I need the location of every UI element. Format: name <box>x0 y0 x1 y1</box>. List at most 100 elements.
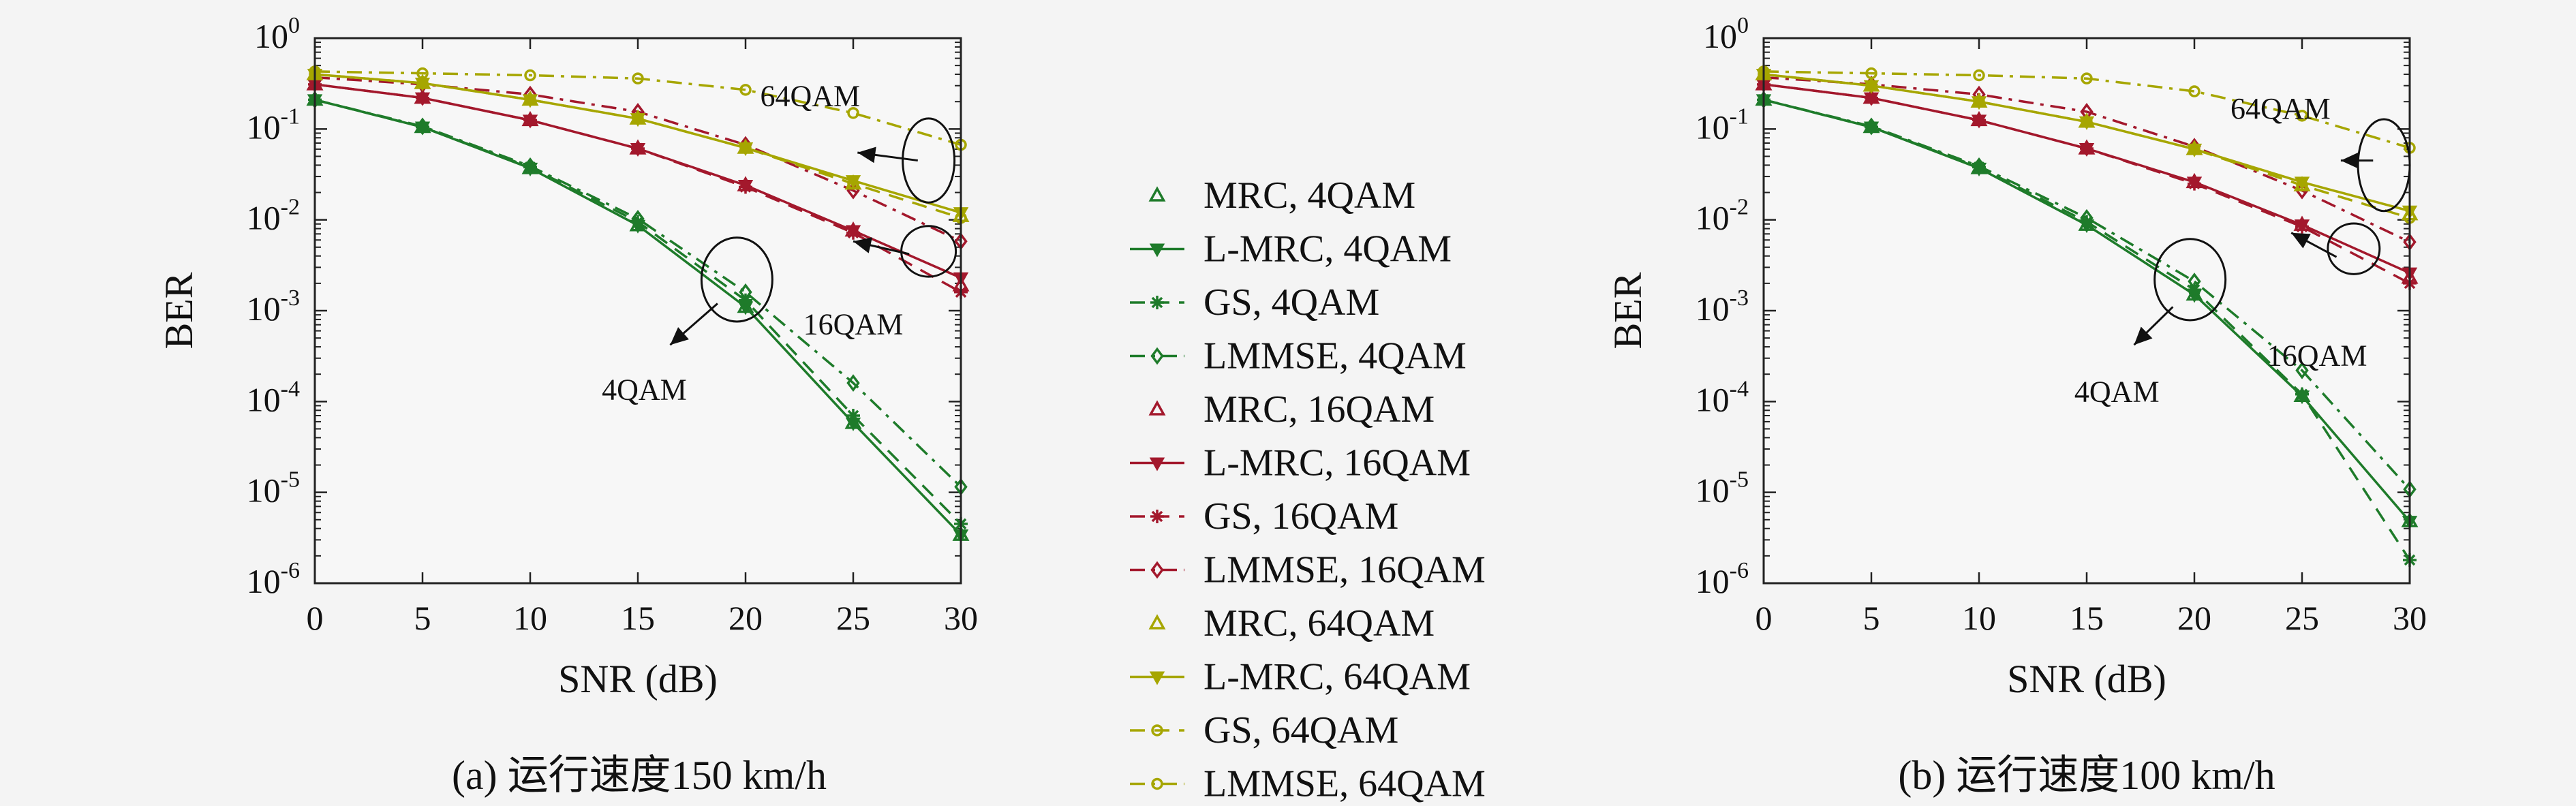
series-line <box>314 70 962 146</box>
annotation-label: 16QAM <box>803 308 904 341</box>
legend-label: LMMSE, 16QAM <box>1203 549 1486 591</box>
data-point <box>632 112 644 125</box>
data-point <box>2188 143 2201 155</box>
x-tick-label: 5 <box>414 599 431 637</box>
legend-item-mrc-4qam: MRC, 4QAM <box>1148 174 1415 217</box>
data-point <box>631 210 645 228</box>
data-point <box>1972 157 1986 175</box>
y-axis-label: BER <box>1606 272 1650 349</box>
data-point <box>523 113 537 127</box>
legend-label: GS, 64QAM <box>1203 709 1398 751</box>
legend-item-l-mrc-64qam: L-MRC, 64QAM <box>1130 656 1471 698</box>
y-tick-label: 10-1 <box>247 104 300 146</box>
data-point <box>2081 116 2093 128</box>
data-point <box>2295 219 2309 234</box>
legend-label: GS, 4QAM <box>1203 281 1379 324</box>
data-point <box>1865 117 1878 136</box>
annotation-arrowhead <box>2134 326 2153 345</box>
x-tick-label: 10 <box>1962 599 1996 637</box>
y-tick-label: 10-6 <box>1696 558 1749 600</box>
data-point <box>1865 67 1877 80</box>
data-point <box>846 226 860 240</box>
data-point <box>631 215 645 229</box>
y-tick-label: 10-4 <box>247 376 300 418</box>
x-tick-label: 20 <box>729 599 763 637</box>
data-point <box>2081 72 2093 84</box>
data-point <box>739 84 752 96</box>
x-tick-label: 25 <box>836 599 870 637</box>
y-tick-label: 10-5 <box>247 467 300 510</box>
x-tick-label: 15 <box>2070 599 2104 637</box>
legend-marker <box>1150 510 1164 523</box>
annotation-ellipse <box>700 236 773 323</box>
data-point <box>632 72 644 84</box>
annotation-ellipse <box>902 117 956 204</box>
legend-item-lmmse-4qam: LMMSE, 4QAM <box>1130 335 1467 377</box>
y-tick-label: 10-5 <box>1696 467 1749 510</box>
data-point <box>2295 361 2309 379</box>
annotations: 64QAM 16QAM 4QAM <box>602 79 957 407</box>
series-line <box>314 98 962 488</box>
legend-marker <box>1148 614 1166 630</box>
x-axis-label: SNR (dB) <box>2007 657 2166 701</box>
y-axis-label: BER <box>157 272 201 349</box>
data-point <box>847 107 859 119</box>
legend-item-l-mrc-16qam: L-MRC, 16QAM <box>1130 442 1471 484</box>
x-tick-label: 0 <box>1755 599 1773 637</box>
data-point <box>2188 176 2201 191</box>
series-gs-64qam <box>309 68 967 224</box>
data-point <box>739 142 752 154</box>
legend-marker <box>1150 561 1164 579</box>
annotation-ellipse <box>2153 238 2227 322</box>
legend-item-gs-16qam: GS, 16QAM <box>1130 495 1398 538</box>
legend-label: L-MRC, 4QAM <box>1203 228 1452 270</box>
data-point <box>739 180 752 194</box>
series-lmmse-4qam <box>308 91 968 496</box>
x-tick-label: 10 <box>513 599 547 637</box>
data-point <box>524 93 536 106</box>
x-tick-label: 20 <box>2177 599 2211 637</box>
series-line <box>314 73 962 219</box>
y-tick-label: 10-1 <box>1696 104 1749 146</box>
data-point <box>2188 273 2201 290</box>
legend-label: L-MRC, 64QAM <box>1203 656 1471 698</box>
legend-label: MRC, 64QAM <box>1203 602 1435 645</box>
data-point <box>2080 215 2094 229</box>
data-point <box>631 141 645 155</box>
x-tick-label: 0 <box>307 599 324 637</box>
data-point <box>416 91 429 105</box>
legend-item-lmmse-16qam: LMMSE, 16QAM <box>1130 549 1486 591</box>
data-point <box>2296 179 2308 191</box>
legend-marker <box>1150 347 1164 365</box>
chart-panel-a: 0 5 10 15 20 25 30 100 10-1 10-2 10-3 10-4 10-5 10-6 S… <box>157 13 978 798</box>
legend-marker <box>1149 671 1165 685</box>
legend-marker <box>1149 457 1165 471</box>
y-tick-label: 10-2 <box>247 195 300 237</box>
data-point <box>1865 91 1878 105</box>
data-point <box>1865 120 1878 134</box>
data-point <box>2296 110 2308 122</box>
data-point <box>846 408 860 422</box>
legend: MRC, 4QAM L-MRC, 4QAM GS, 4QAM LMMSE, 4QAM M… <box>1130 174 1486 805</box>
annotations: 64QAM 16QAM 4QAM <box>2074 92 2411 408</box>
legend-item-l-mrc-4qam: L-MRC, 4QAM <box>1130 228 1452 270</box>
plot-frame <box>1762 37 2411 585</box>
series-line <box>1763 98 2411 491</box>
legend-marker <box>1148 186 1166 202</box>
annotation-arrowhead <box>857 146 876 164</box>
data-point <box>2295 387 2309 401</box>
chart-panel-b: 0 5 10 15 20 25 30 100 10-1 10-2 10-3 10-4 10-5 10-6 S… <box>1606 13 2427 798</box>
y-tick-label: 10-3 <box>1696 285 1749 328</box>
legend-item-gs-4qam: GS, 4QAM <box>1130 281 1379 324</box>
data-point <box>846 374 860 392</box>
panel-caption: (b) 运行速度100 km/h <box>1898 753 2275 798</box>
annotation-label: 4QAM <box>2074 375 2160 408</box>
legend-marker <box>1151 724 1163 737</box>
legend-label: LMMSE, 4QAM <box>1203 335 1467 377</box>
data-point <box>416 117 429 136</box>
data-point <box>1973 69 1985 82</box>
y-tick-label: 100 <box>254 13 300 55</box>
data-point <box>2080 208 2094 227</box>
data-point <box>416 67 429 80</box>
